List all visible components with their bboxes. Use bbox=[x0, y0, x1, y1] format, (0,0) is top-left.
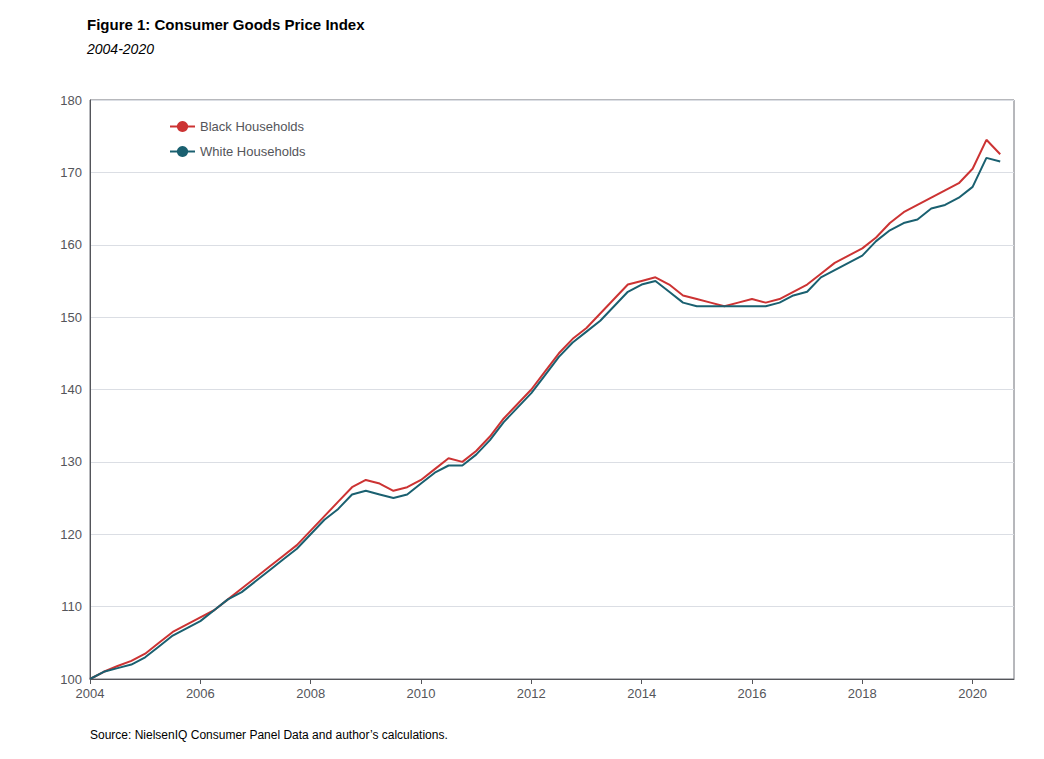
svg-text:160: 160 bbox=[60, 237, 82, 252]
svg-text:110: 110 bbox=[61, 599, 82, 614]
svg-text:Black Households: Black Households bbox=[200, 119, 305, 134]
svg-text:150: 150 bbox=[60, 310, 82, 325]
svg-text:2014: 2014 bbox=[627, 686, 656, 701]
svg-text:140: 140 bbox=[60, 382, 82, 397]
svg-text:2004-2020: 2004-2020 bbox=[86, 41, 154, 57]
svg-text:White Households: White Households bbox=[200, 144, 306, 159]
svg-text:2020: 2020 bbox=[958, 686, 987, 701]
svg-text:2004: 2004 bbox=[76, 686, 105, 701]
svg-text:Figure 1: Consumer Goods Price: Figure 1: Consumer Goods Price Index bbox=[87, 16, 365, 33]
svg-text:2008: 2008 bbox=[296, 686, 325, 701]
svg-text:130: 130 bbox=[60, 454, 82, 469]
svg-text:180: 180 bbox=[60, 93, 82, 108]
svg-text:2010: 2010 bbox=[407, 686, 436, 701]
svg-text:170: 170 bbox=[60, 165, 82, 180]
svg-text:2006: 2006 bbox=[186, 686, 215, 701]
svg-text:2016: 2016 bbox=[738, 686, 767, 701]
svg-text:120: 120 bbox=[60, 527, 82, 542]
svg-text:100: 100 bbox=[60, 672, 82, 687]
svg-text:2018: 2018 bbox=[848, 686, 877, 701]
svg-text:Source: NielsenIQ Consumer Pan: Source: NielsenIQ Consumer Panel Data an… bbox=[90, 728, 448, 742]
svg-text:2012: 2012 bbox=[517, 686, 546, 701]
